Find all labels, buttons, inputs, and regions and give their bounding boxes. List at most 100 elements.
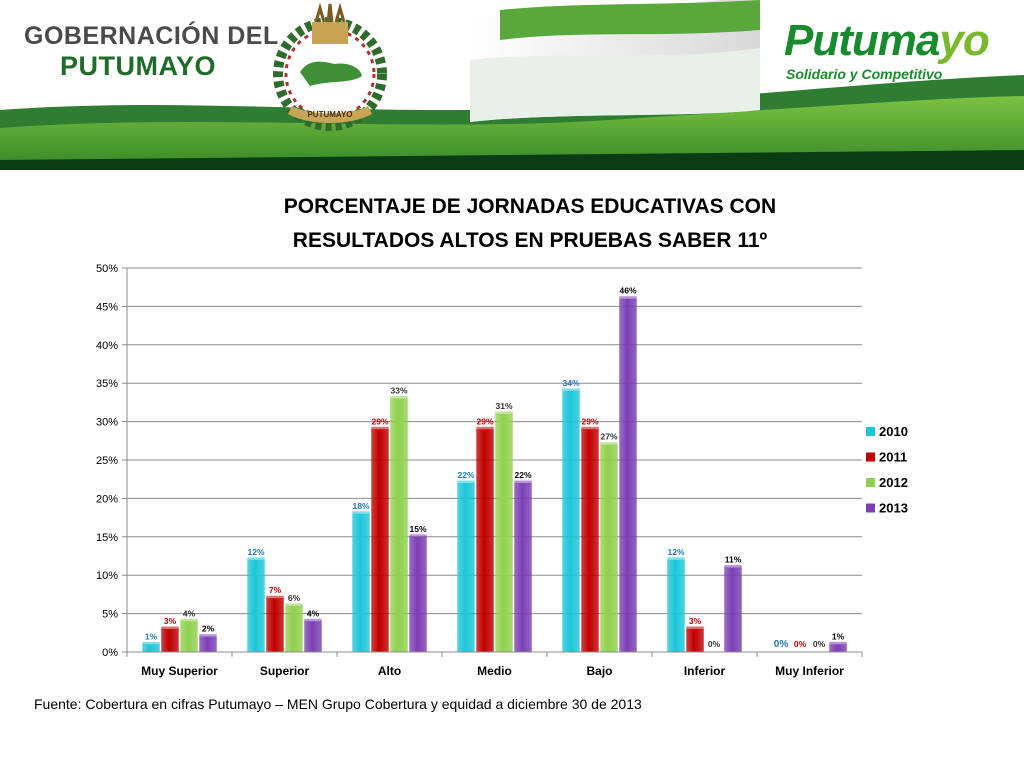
chart-title: PORCENTAJE DE JORNADAS EDUCATIVAS CON RE… bbox=[230, 190, 830, 258]
data-label: 22% bbox=[514, 470, 531, 480]
bar-2011 bbox=[686, 628, 704, 652]
data-label: 0% bbox=[708, 639, 721, 649]
legend-label: 2011 bbox=[879, 450, 907, 465]
bar-2010 bbox=[667, 559, 685, 652]
chart-title-line-2: RESULTADOS ALTOS EN PRUEBAS SABER 11º bbox=[292, 229, 768, 252]
x-tick-label: Alto bbox=[378, 664, 401, 678]
data-label: 3% bbox=[164, 616, 177, 626]
bar-2012 bbox=[180, 621, 198, 652]
bar-cap-2013 bbox=[829, 641, 847, 645]
y-tick-label: 10% bbox=[96, 570, 118, 582]
data-label: 2% bbox=[202, 624, 215, 634]
data-label: 0% bbox=[794, 639, 807, 649]
bar-cap-2013 bbox=[304, 618, 322, 622]
bar-2010 bbox=[352, 513, 370, 652]
bar-2011 bbox=[371, 429, 389, 652]
data-label: 4% bbox=[183, 608, 196, 618]
data-label: 7% bbox=[269, 585, 282, 595]
brand-word: Putumayo bbox=[784, 16, 990, 66]
legend-swatch bbox=[866, 478, 875, 487]
x-tick-label: Muy Superior bbox=[141, 664, 218, 678]
y-tick-label: 45% bbox=[96, 301, 118, 313]
putumayo-brand: Putumayo Solidario y Competitivo bbox=[780, 14, 1020, 84]
y-tick-label: 40% bbox=[96, 340, 118, 352]
bar-cap-2013 bbox=[514, 480, 532, 484]
bar-cap-2012 bbox=[180, 618, 198, 622]
data-label: 4% bbox=[307, 608, 320, 618]
bar-2013 bbox=[304, 621, 322, 652]
chart-area: 0% 5% 10% 15% 20% 25% 30% 35% 40% 45% 50% Muy Super… bbox=[0, 250, 1024, 690]
data-label: 22% bbox=[457, 470, 474, 480]
bar-cap-2011 bbox=[581, 426, 599, 430]
x-tick-label: Muy Inferior bbox=[775, 664, 844, 678]
data-label: 0% bbox=[813, 639, 826, 649]
gobernacion-logo: GOBERNACIÓN DEL PUTUMAYO bbox=[24, 24, 279, 80]
bar-2013 bbox=[724, 567, 742, 652]
bar-2011 bbox=[476, 429, 494, 652]
data-label: 0% bbox=[774, 639, 789, 650]
y-tick-label: 30% bbox=[96, 417, 118, 429]
y-tick-label: 50% bbox=[96, 263, 118, 275]
legend-label: 2013 bbox=[879, 501, 908, 516]
bar-cap-2010 bbox=[667, 557, 685, 561]
data-label: 12% bbox=[247, 547, 264, 557]
data-label: 31% bbox=[495, 401, 512, 411]
data-label: 11% bbox=[725, 555, 742, 565]
bar-cap-2011 bbox=[161, 626, 179, 630]
bar-cap-2012 bbox=[600, 442, 618, 446]
data-label: 3% bbox=[689, 616, 702, 626]
bar-cap-2013 bbox=[409, 534, 427, 538]
logo-line-2: PUTUMAYO bbox=[60, 51, 217, 81]
bar-cap-2010 bbox=[562, 388, 580, 392]
header-banner: GOBERNACIÓN DEL PUTUMAYO PUTUMAYO Putuma… bbox=[0, 0, 1024, 170]
bar-cap-2012 bbox=[495, 411, 513, 415]
bar-2011 bbox=[266, 598, 284, 652]
bar-2010 bbox=[562, 390, 580, 652]
bar-2013 bbox=[829, 644, 847, 652]
y-tick-label: 25% bbox=[96, 455, 118, 467]
bar-2012 bbox=[285, 605, 303, 652]
data-label: 12% bbox=[667, 547, 684, 557]
bar-2013 bbox=[619, 298, 637, 652]
putumayo-crest-icon: PUTUMAYO bbox=[273, 2, 387, 131]
bar-cap-2010 bbox=[457, 480, 475, 484]
bar-cap-2011 bbox=[266, 595, 284, 599]
bar-2012 bbox=[390, 398, 408, 652]
bar-cap-2012 bbox=[390, 396, 408, 400]
banner-flag-graphic bbox=[0, 0, 1024, 170]
bar-chart: 0% 5% 10% 15% 20% 25% 30% 35% 40% 45% 50% Muy Super… bbox=[96, 263, 908, 678]
bar-cap-2010 bbox=[142, 641, 160, 645]
bar-cap-2010 bbox=[352, 511, 370, 515]
bar-cap-2011 bbox=[686, 626, 704, 630]
bar-cap-2011 bbox=[476, 426, 494, 430]
data-label: 1% bbox=[145, 631, 158, 641]
bar-cap-2010 bbox=[247, 557, 265, 561]
data-label: 18% bbox=[352, 501, 369, 511]
chart-title-line-1: PORCENTAJE DE JORNADAS EDUCATIVAS CON bbox=[283, 195, 777, 218]
legend-swatch bbox=[866, 503, 875, 513]
x-tick-label: Superior bbox=[260, 664, 310, 678]
x-tick-label: Bajo bbox=[586, 664, 612, 678]
source-note: Fuente: Cobertura en cifras Putumayo – M… bbox=[34, 696, 642, 712]
legend-swatch bbox=[866, 452, 875, 462]
data-label: 1% bbox=[832, 631, 845, 641]
bar-cap-2013 bbox=[199, 634, 217, 638]
legend-swatch bbox=[866, 427, 875, 436]
data-label: 29% bbox=[371, 416, 388, 426]
bar-2011 bbox=[161, 628, 179, 652]
data-label: 6% bbox=[288, 593, 301, 603]
bar-2011 bbox=[581, 429, 599, 652]
y-tick-label: 0% bbox=[102, 647, 118, 659]
bar-cap-2013 bbox=[619, 296, 637, 300]
legend-label: 2010 bbox=[879, 424, 908, 439]
y-tick-label: 5% bbox=[102, 609, 118, 621]
data-label: 33% bbox=[390, 386, 407, 396]
brand-slogan: Solidario y Competitivo bbox=[786, 66, 943, 82]
x-tick-label: Inferior bbox=[684, 664, 726, 678]
y-tick-label: 35% bbox=[96, 378, 118, 390]
bar-2012 bbox=[600, 444, 618, 652]
bar-2013 bbox=[514, 483, 532, 652]
bar-2013 bbox=[199, 636, 217, 652]
data-label: 46% bbox=[619, 286, 636, 296]
data-label: 15% bbox=[409, 524, 426, 534]
